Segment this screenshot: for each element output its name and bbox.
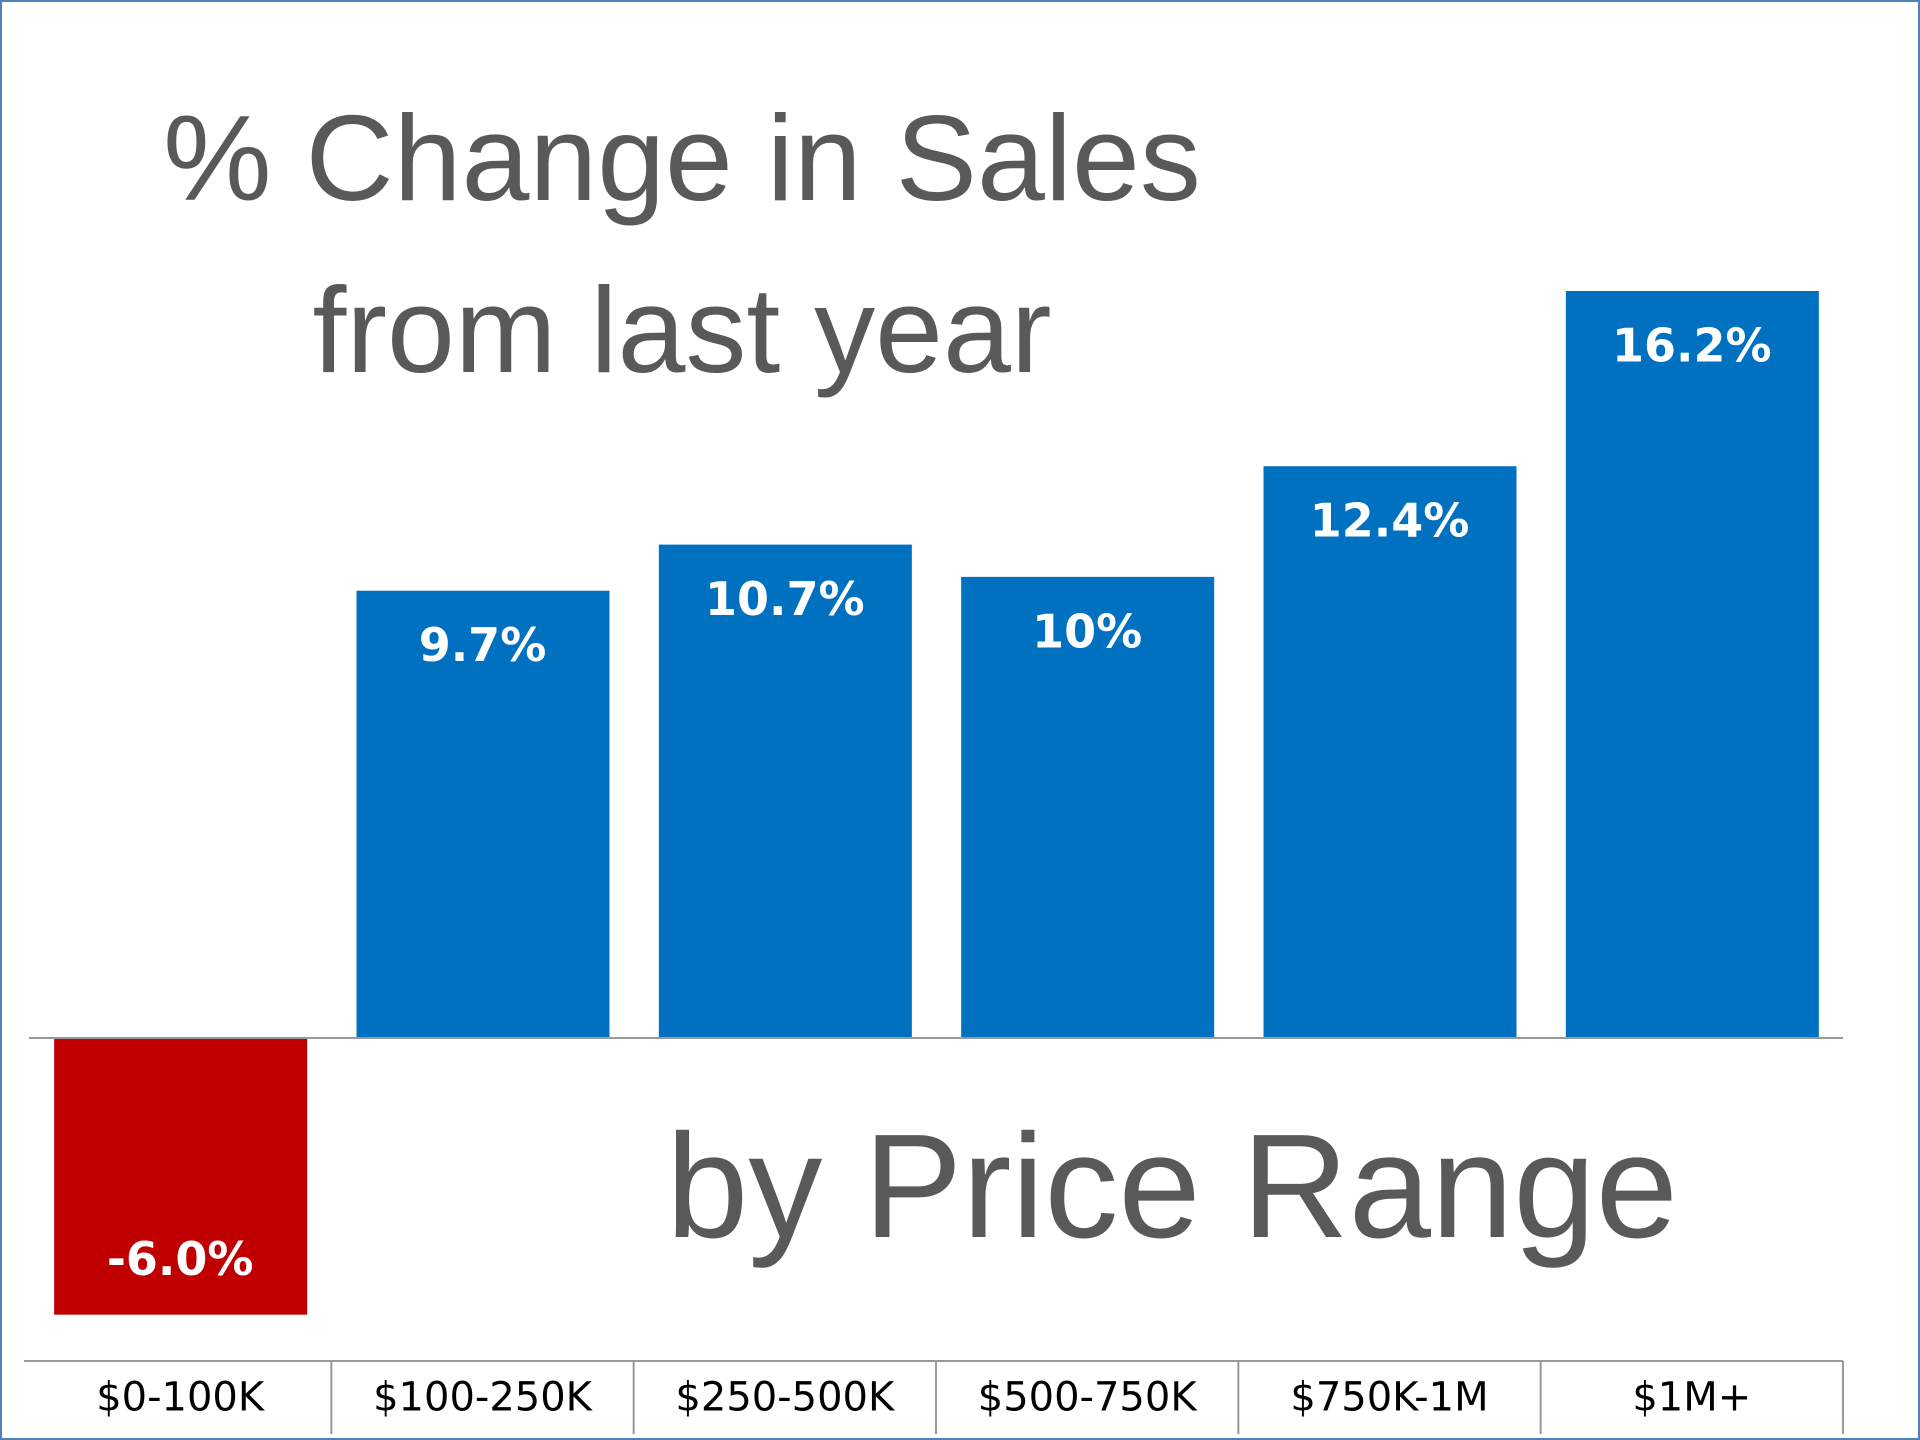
category-label: $0-100K [96,1375,266,1421]
category-label: $100-250K [373,1375,594,1421]
chart-subtitle: by Price Range [666,1104,1678,1269]
category-label: $750K-1M [1290,1375,1488,1421]
value-label: 9.7% [419,618,547,672]
value-label: 16.2% [1612,319,1772,373]
bar [54,1038,308,1315]
value-label: 10% [1032,604,1142,658]
bar [961,576,1215,1038]
bar [356,590,610,1038]
bar [1263,466,1517,1038]
bar [658,544,912,1038]
category-label: $250-500K [675,1375,896,1421]
category-label: $500-750K [978,1375,1199,1421]
value-label: -6.0% [107,1232,254,1286]
bar [1565,291,1819,1038]
value-label: 12.4% [1310,494,1470,548]
chart-title: % Change in Sales from last year [163,90,1201,398]
category-label: $1M+ [1632,1375,1751,1421]
value-label: 10.7% [705,572,865,626]
